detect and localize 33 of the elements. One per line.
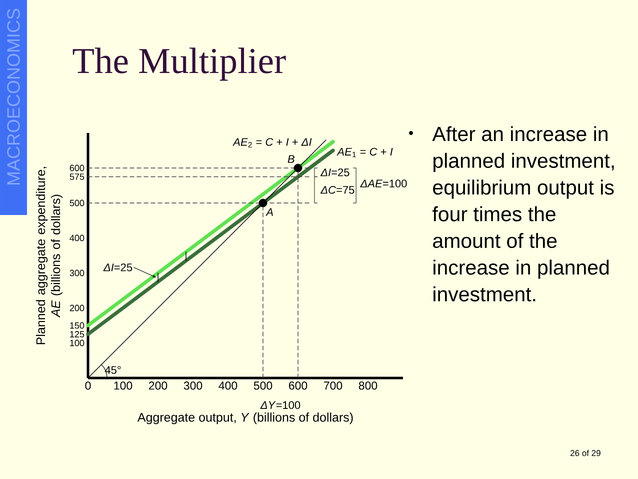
annotation: ΔI=25 [103, 263, 132, 272]
y-tick-label: 150 [70, 322, 84, 329]
x-tick-label: 500 [254, 382, 272, 390]
series-label: AE$_{2}$ = C + I + ΔI [232, 138, 312, 148]
y-tick-label: 575 [70, 174, 84, 180]
x-tick-label: 100 [114, 382, 132, 390]
y-tick-label: 500 [70, 200, 84, 206]
x-tick-label: 800 [358, 382, 378, 390]
x-tick-label: 300 [184, 382, 202, 390]
y-tick-label: 100 [70, 340, 84, 346]
y-tick-label: 125 [70, 331, 84, 338]
x-tick-label: 600 [288, 382, 308, 390]
x-tick-label: 200 [148, 382, 168, 390]
annotation: A [266, 208, 273, 216]
annotation: ΔC=75 [320, 186, 354, 194]
series-label: AE$_{1}$ = C + I [336, 148, 393, 158]
text: MACROECONOMICS [7, 8, 20, 185]
y-tick-label: 600 [70, 164, 84, 172]
annotation: 45° [104, 366, 121, 374]
text: After an increase in planned investment, equilibrium output is four times the amount of the increase in planned investment. [432, 126, 614, 302]
annotation: B [288, 155, 294, 163]
annotation: ΔAE=100 [360, 180, 407, 188]
y-tick-label: 400 [70, 234, 84, 242]
annotation: ΔI=25 [320, 168, 350, 176]
x-tick-label: 0 [85, 382, 91, 390]
text: 26 of 29 [570, 450, 600, 456]
x-tick-label: 700 [324, 382, 342, 390]
y-tick-label: 200 [70, 304, 84, 312]
x-tick-label: 400 [218, 382, 238, 390]
y-tick-label: 300 [70, 270, 84, 276]
x-axis-title: Aggregate output, Y (billions of dollars) [137, 412, 353, 424]
chart-title: The Multiplier [72, 48, 286, 81]
text: ΔY=100 [260, 401, 300, 409]
